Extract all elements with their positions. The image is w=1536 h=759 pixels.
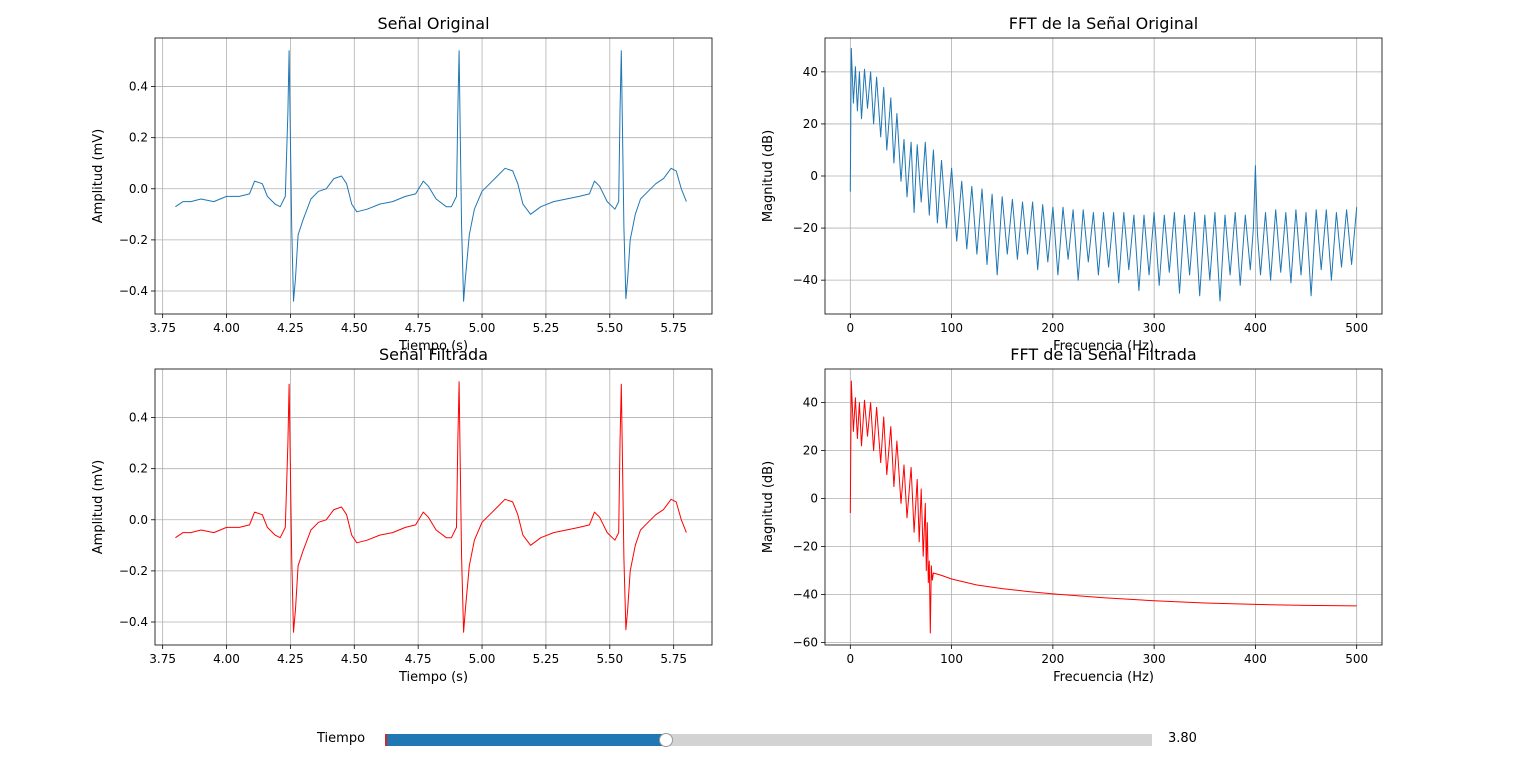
y-tick-label: 0.0 [129, 513, 148, 527]
axes-frame [824, 368, 1383, 646]
time-slider-label: Tiempo [317, 731, 366, 746]
x-tick-label: 5.50 [596, 652, 623, 666]
y-tick-label: 0.4 [129, 411, 148, 425]
x-tick-label: 300 [1143, 652, 1166, 666]
x-tick-label: 0 [846, 652, 854, 666]
y-tick-label: −40 [793, 588, 818, 602]
y-axis-label: Magnitud (dB) [761, 461, 776, 553]
chart-title: FFT de la Señal Filtrada [1010, 345, 1196, 364]
axes-frame [154, 37, 713, 315]
x-tick-label: 5.25 [533, 321, 560, 335]
time-slider-fill [385, 734, 667, 746]
y-tick-label: −20 [793, 540, 818, 554]
chart-panel-4: 0 100 200 300 400 500 −60 −40 −20 0 20 40 FFT de la … [761, 345, 1383, 685]
time-slider[interactable] [385, 733, 1152, 747]
y-tick-label: −0.2 [119, 233, 148, 247]
chart-panel-1: 3.75 4.00 4.25 4.50 4.75 5.00 5.25 5.50 5.75 −0.4… [91, 14, 713, 354]
x-tick-label: 5.75 [660, 321, 687, 335]
y-tick-label: −0.4 [119, 615, 148, 629]
x-tick-label: 5.50 [596, 321, 623, 335]
x-tick-label: 100 [940, 321, 963, 335]
chart-panel-2: 0 100 200 300 400 500 −40 −20 0 20 40 FFT de la Señ… [761, 14, 1383, 354]
x-tick-label: 4.50 [341, 652, 368, 666]
y-tick-label: 0 [810, 492, 818, 506]
x-tick-label: 5.75 [660, 652, 687, 666]
x-axis-label: Tiempo (s) [398, 339, 468, 354]
x-tick-label: 5.00 [469, 652, 496, 666]
chart-title: Señal Original [377, 14, 489, 33]
y-tick-label: −60 [793, 636, 818, 650]
x-tick-label: 4.75 [405, 652, 432, 666]
y-tick-label: 0.4 [129, 80, 148, 94]
chart-title: Señal Filtrada [379, 345, 488, 364]
x-tick-label: 4.00 [213, 652, 240, 666]
x-tick-label: 200 [1041, 321, 1064, 335]
y-tick-label: 0.2 [129, 131, 148, 145]
x-tick-label: 4.75 [405, 321, 432, 335]
y-tick-label: 0.2 [129, 462, 148, 476]
y-tick-label: 40 [803, 65, 818, 79]
x-tick-label: 500 [1345, 652, 1368, 666]
x-axis-label: Frecuencia (Hz) [1053, 670, 1154, 685]
axes-frame [824, 37, 1383, 315]
y-tick-label: 20 [803, 117, 818, 131]
x-axis-label: Frecuencia (Hz) [1053, 339, 1154, 354]
y-tick-label: −0.4 [119, 284, 148, 298]
x-tick-label: 3.75 [149, 321, 176, 335]
y-axis-label: Magnitud (dB) [761, 130, 776, 222]
x-tick-label: 4.25 [277, 321, 304, 335]
x-tick-label: 200 [1041, 652, 1064, 666]
y-tick-label: −20 [793, 221, 818, 235]
x-tick-label: 5.25 [533, 652, 560, 666]
time-slider-initial-marker [385, 734, 387, 746]
x-tick-label: 500 [1345, 321, 1368, 335]
time-slider-handle[interactable] [659, 733, 674, 747]
chart-panel-3: 3.75 4.00 4.25 4.50 4.75 5.00 5.25 5.50 5.75 −0.4… [91, 345, 713, 685]
chart-title: FFT de la Señal Original [1009, 14, 1199, 33]
series-line [175, 50, 687, 302]
axes-frame [154, 368, 713, 646]
x-tick-label: 300 [1143, 321, 1166, 335]
x-tick-label: 400 [1244, 652, 1267, 666]
x-tick-label: 400 [1244, 321, 1267, 335]
x-tick-label: 4.00 [213, 321, 240, 335]
x-tick-label: 100 [940, 652, 963, 666]
x-tick-label: 0 [846, 321, 854, 335]
time-slider-value: 3.80 [1168, 731, 1197, 746]
y-tick-label: 40 [803, 396, 818, 410]
series-line [849, 380, 1357, 634]
series-line [849, 47, 1358, 302]
y-tick-label: −40 [793, 273, 818, 287]
y-axis-label: Amplitud (mV) [91, 460, 106, 554]
series-line [175, 381, 687, 633]
x-tick-label: 5.00 [469, 321, 496, 335]
y-tick-label: −0.2 [119, 564, 148, 578]
y-tick-label: 0 [810, 169, 818, 183]
x-axis-label: Tiempo (s) [398, 670, 468, 685]
y-tick-label: 0.0 [129, 182, 148, 196]
x-tick-label: 4.50 [341, 321, 368, 335]
x-tick-label: 4.25 [277, 652, 304, 666]
y-axis-label: Amplitud (mV) [91, 129, 106, 223]
y-tick-label: 20 [803, 444, 818, 458]
x-tick-label: 3.75 [149, 652, 176, 666]
